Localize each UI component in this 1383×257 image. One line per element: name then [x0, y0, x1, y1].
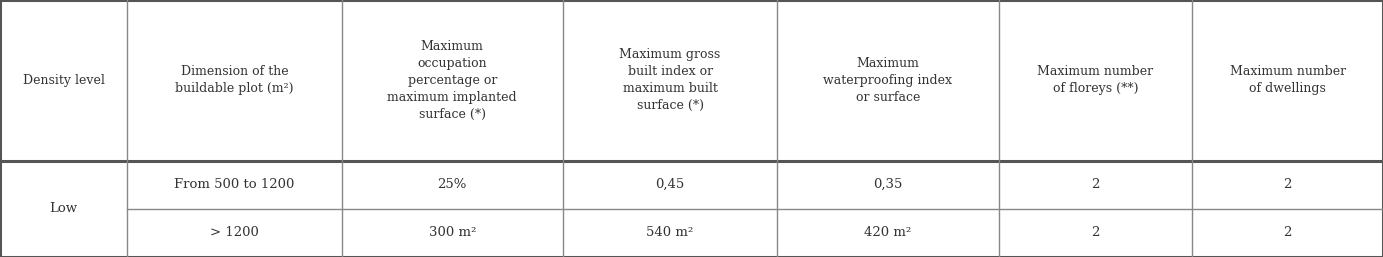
- Text: 2: 2: [1091, 226, 1099, 240]
- Text: Low: Low: [50, 202, 77, 215]
- Text: 540 m²: 540 m²: [646, 226, 694, 240]
- Text: Density level: Density level: [22, 74, 105, 87]
- Text: Maximum
waterproofing index
or surface: Maximum waterproofing index or surface: [823, 57, 953, 104]
- Text: Maximum number
of dwellings: Maximum number of dwellings: [1229, 65, 1346, 95]
- Text: 0,45: 0,45: [656, 178, 685, 191]
- Text: 2: 2: [1283, 226, 1292, 240]
- Text: 2: 2: [1091, 178, 1099, 191]
- Text: Maximum number
of floreys (**): Maximum number of floreys (**): [1037, 65, 1153, 95]
- Text: 25%: 25%: [437, 178, 467, 191]
- Text: Maximum
occupation
percentage or
maximum implanted
surface (*): Maximum occupation percentage or maximum…: [387, 40, 517, 121]
- Text: Dimension of the
buildable plot (m²): Dimension of the buildable plot (m²): [176, 65, 293, 95]
- Text: Maximum gross
built index or
maximum built
surface (*): Maximum gross built index or maximum bui…: [620, 48, 721, 112]
- Text: From 500 to 1200: From 500 to 1200: [174, 178, 295, 191]
- Text: 2: 2: [1283, 178, 1292, 191]
- Text: 420 m²: 420 m²: [864, 226, 911, 240]
- Text: 300 m²: 300 m²: [429, 226, 476, 240]
- Text: > 1200: > 1200: [210, 226, 259, 240]
- Text: 0,35: 0,35: [873, 178, 903, 191]
